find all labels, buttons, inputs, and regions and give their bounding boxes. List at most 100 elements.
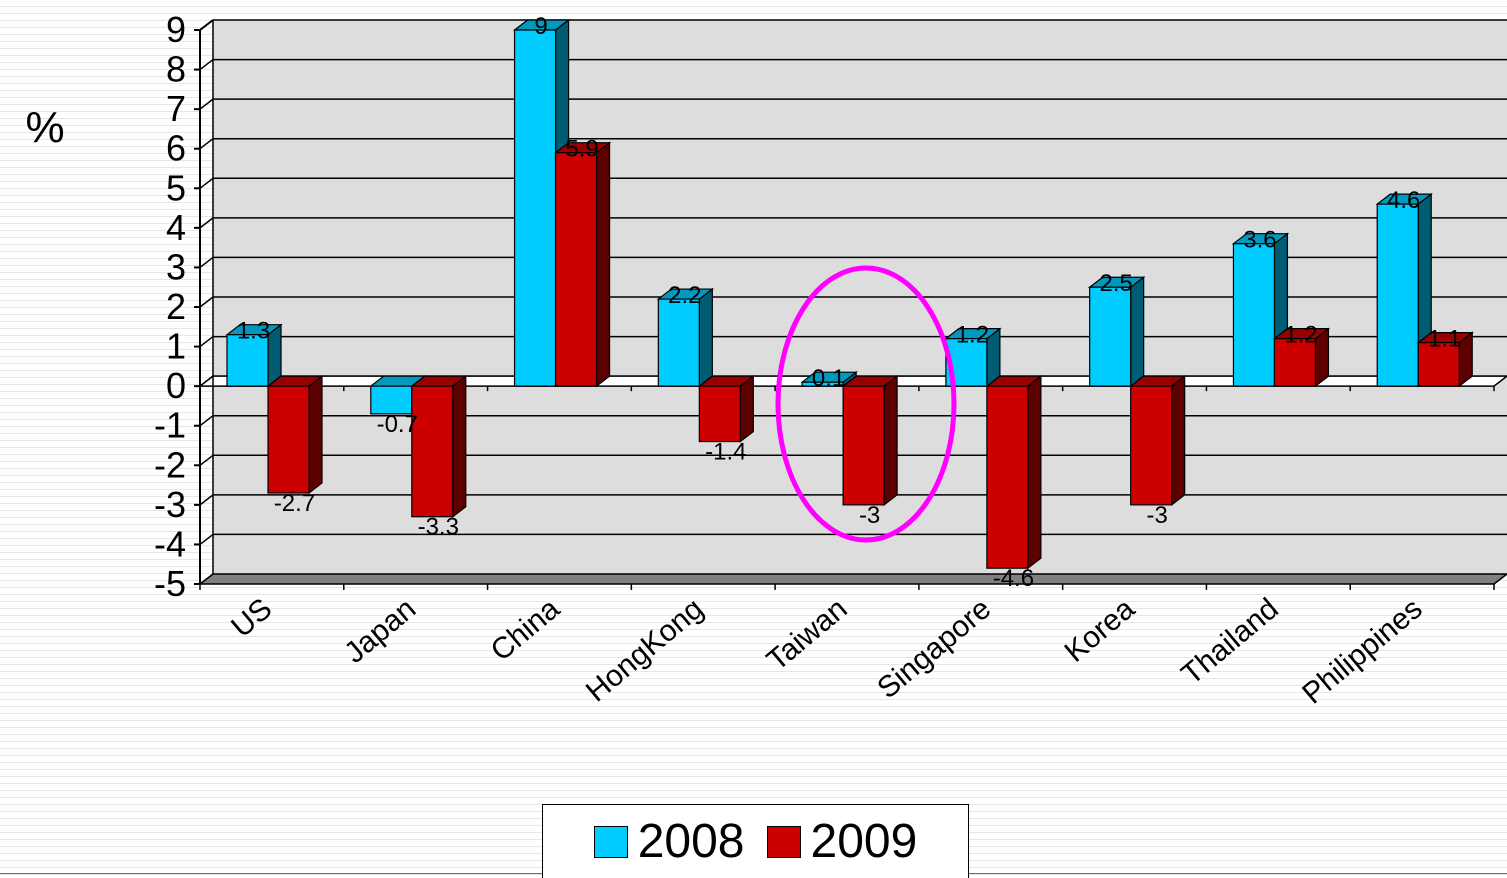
bar-2009-china xyxy=(553,141,612,388)
y-tick-label: 7 xyxy=(166,88,186,129)
bar-2008-korea-front xyxy=(1089,286,1132,387)
x-tick-label-china: China xyxy=(485,592,566,668)
data-label-2008-philippines: 4.6 xyxy=(1387,187,1420,214)
legend: 2008 2009 xyxy=(542,804,969,878)
y-tick-label: 8 xyxy=(166,49,186,90)
y-tick-label: -5 xyxy=(154,563,186,604)
bar-2009-singapore-side xyxy=(1027,374,1042,570)
data-label-2009-thailand: 1.2 xyxy=(1284,322,1317,349)
y-tick-label: 6 xyxy=(166,128,186,169)
bar-2009-singapore xyxy=(985,374,1043,570)
y-axis-label: % xyxy=(25,103,64,152)
gridline-diagonal xyxy=(199,138,214,150)
y-tick-label: -1 xyxy=(154,405,186,446)
data-label-2008-japan: -0.7 xyxy=(377,411,418,438)
x-tick-label-hongkong: HongKong xyxy=(580,592,710,708)
data-label-2009-philippines: 1.1 xyxy=(1428,326,1461,353)
plot-floor xyxy=(197,573,1507,590)
bar-2009-taiwan-front xyxy=(842,385,885,506)
bar-2009-thailand xyxy=(1272,327,1331,388)
bar-2009-japan-side xyxy=(452,374,467,518)
legend-swatch-2008 xyxy=(593,825,628,858)
bar-chart: 1.3 -2.7 -0.7 -3.3 9 5.9 2.2 -1.4 0.1 -3 1.2 -4.6 2.… xyxy=(25,9,1507,711)
x-tick-label-philippines: Philippines xyxy=(1296,592,1428,711)
bar-2009-singapore-front xyxy=(986,385,1029,569)
bar-2008-us-front xyxy=(226,334,269,387)
gridline-diagonal xyxy=(199,296,214,308)
taiwan-highlight-ellipse xyxy=(775,265,957,543)
bar-2008-hongkong-front xyxy=(657,298,700,387)
bar-2008-thailand-front xyxy=(1232,243,1276,387)
bar-2008-japan-front xyxy=(370,385,413,415)
axes xyxy=(194,19,214,585)
data-labels: 1.3 -2.7 -0.7 -3.3 9 5.9 2.2 -1.4 0.1 -3 1.2 -4.6 2.… xyxy=(237,13,1462,592)
floor-surface xyxy=(197,573,1507,585)
bar-2008-china-front xyxy=(513,29,557,387)
gridline-diagonal xyxy=(199,454,214,466)
y-tick-label: -2 xyxy=(154,444,186,485)
gridline-diagonal xyxy=(199,256,214,269)
data-label-2009-japan: -3.3 xyxy=(418,514,459,541)
y-tick-label: 9 xyxy=(166,9,186,50)
bar-2009-thailand-front xyxy=(1273,338,1317,387)
legend-entry-2008: 2008 xyxy=(593,814,745,868)
bar-2009-us xyxy=(266,374,324,495)
data-label-2008-korea: 2.5 xyxy=(1099,270,1132,297)
gridline-diagonal xyxy=(199,217,214,229)
data-label-2008-taiwan: 0.1 xyxy=(812,365,845,392)
data-label-2009-taiwan: -3 xyxy=(859,502,880,529)
bar-2009-taiwan xyxy=(841,374,899,507)
bar-2009-japan-front xyxy=(411,385,454,518)
bar-2009-china-front xyxy=(554,152,598,387)
x-tick-label-korea: Korea xyxy=(1059,592,1142,669)
bar-2009-korea xyxy=(1128,374,1187,507)
x-tick-label-taiwan: Taiwan xyxy=(761,592,854,677)
bar-2008-taiwan-front xyxy=(801,381,844,387)
bar-2008-philippines-front xyxy=(1376,203,1419,387)
bar-2009-philippines-front xyxy=(1417,342,1460,387)
data-label-2009-singapore: -4.6 xyxy=(993,565,1034,592)
y-tick-label: 2 xyxy=(166,286,186,327)
data-label-2009-korea: -3 xyxy=(1146,502,1167,529)
data-label-2009-china: 5.9 xyxy=(565,136,598,163)
x-tick-label-thailand: Thailand xyxy=(1175,592,1284,691)
legend-label-2008: 2008 xyxy=(637,814,745,868)
data-label-2008-singapore: 1.2 xyxy=(956,322,989,349)
bars xyxy=(225,18,1474,570)
legend-label-2009: 2009 xyxy=(810,814,918,868)
y-tick-label: -4 xyxy=(154,523,186,564)
bar-2009-taiwan-side xyxy=(883,374,898,507)
data-label-2008-thailand: 3.6 xyxy=(1243,227,1276,254)
y-tick-label: -3 xyxy=(154,484,186,525)
gridline-diagonal xyxy=(199,533,214,546)
gridline-diagonal xyxy=(199,415,214,427)
bar-2009-hongkong xyxy=(697,374,756,443)
y-tick-label: 5 xyxy=(166,167,186,208)
bar-2009-us-front xyxy=(267,385,310,494)
bar-2009-hongkong-front xyxy=(698,385,741,443)
x-tick-label-us: US xyxy=(225,592,278,644)
bar-2009-us-side xyxy=(308,374,323,495)
bar-2009-korea-front xyxy=(1130,385,1173,506)
y-tick-label: 4 xyxy=(166,207,186,248)
x-tick-label-singapore: Singapore xyxy=(871,592,997,705)
gridline-diagonal xyxy=(199,177,214,189)
data-label-2008-china: 9 xyxy=(534,13,547,40)
data-label-2008-hongkong: 2.2 xyxy=(668,282,701,309)
bar-2009-philippines xyxy=(1416,331,1474,388)
bar-2009-hongkong-side xyxy=(739,374,754,443)
y-tick-label: 0 xyxy=(166,365,186,406)
x-tick-label-japan: Japan xyxy=(338,592,422,670)
legend-entry-2009: 2009 xyxy=(766,814,918,868)
bar-2008-us xyxy=(225,323,283,388)
data-label-2008-us: 1.3 xyxy=(237,318,270,345)
bar-2009-china-side xyxy=(595,141,611,388)
bar-2008-philippines xyxy=(1375,192,1433,388)
bar-2009-japan xyxy=(410,374,468,518)
bar-2008-korea xyxy=(1087,275,1146,388)
y-axis-cap xyxy=(199,19,214,31)
gridline-diagonal xyxy=(199,98,214,110)
gridline-diagonal xyxy=(199,494,214,506)
